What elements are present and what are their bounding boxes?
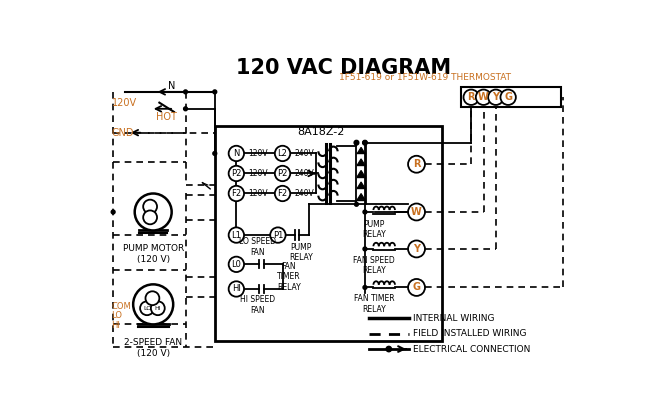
Text: P2: P2 [231, 169, 241, 178]
Text: F2: F2 [277, 189, 287, 198]
Text: W: W [478, 92, 489, 102]
Text: LO SPEED
FAN: LO SPEED FAN [239, 237, 277, 257]
Circle shape [354, 140, 358, 145]
Text: G: G [504, 92, 512, 102]
Text: HI: HI [155, 306, 161, 311]
Text: GND: GND [112, 128, 134, 138]
Text: L1: L1 [231, 230, 241, 240]
Circle shape [135, 194, 172, 230]
Text: PUMP
RELAY: PUMP RELAY [289, 243, 313, 262]
Text: COM: COM [112, 302, 131, 311]
Circle shape [228, 228, 244, 243]
Circle shape [184, 90, 188, 94]
Text: HI: HI [112, 321, 121, 331]
Circle shape [228, 281, 244, 297]
Circle shape [140, 301, 154, 315]
Text: N: N [168, 81, 176, 91]
Text: P2: P2 [277, 169, 287, 178]
Circle shape [354, 141, 358, 145]
Circle shape [408, 279, 425, 296]
Circle shape [151, 301, 165, 315]
Circle shape [363, 141, 367, 145]
Circle shape [143, 200, 157, 214]
Circle shape [488, 90, 504, 105]
Text: LO: LO [143, 306, 151, 311]
Circle shape [270, 228, 285, 243]
Polygon shape [357, 171, 365, 176]
Text: L0: L0 [231, 260, 241, 269]
Circle shape [275, 166, 290, 181]
Text: HOT: HOT [156, 111, 177, 122]
Circle shape [464, 90, 479, 105]
Circle shape [184, 107, 188, 111]
Circle shape [354, 202, 358, 206]
Circle shape [228, 257, 244, 272]
Circle shape [476, 90, 491, 105]
Circle shape [228, 166, 244, 181]
Bar [461, 87, 561, 107]
Circle shape [363, 285, 367, 290]
Bar [215, 126, 442, 341]
Text: N: N [233, 149, 240, 158]
Text: 2-SPEED FAN
(120 V): 2-SPEED FAN (120 V) [124, 338, 182, 358]
Circle shape [500, 90, 516, 105]
Circle shape [111, 210, 115, 214]
Text: HI: HI [232, 285, 241, 293]
Text: PUMP
RELAY: PUMP RELAY [362, 220, 386, 239]
Polygon shape [357, 147, 365, 153]
Text: 240V: 240V [295, 189, 315, 198]
Circle shape [133, 285, 174, 324]
Text: 240V: 240V [295, 149, 315, 158]
Text: 1F51-619 or 1F51W-619 THERMOSTAT: 1F51-619 or 1F51W-619 THERMOSTAT [339, 73, 511, 82]
Text: 120V: 120V [112, 98, 137, 108]
Circle shape [275, 146, 290, 161]
Text: INTERNAL WIRING: INTERNAL WIRING [413, 314, 494, 323]
Circle shape [363, 247, 367, 251]
Circle shape [408, 204, 425, 220]
Circle shape [275, 186, 290, 201]
Text: FAN TIMER
RELAY: FAN TIMER RELAY [354, 295, 395, 314]
Circle shape [408, 156, 425, 173]
Polygon shape [357, 194, 365, 200]
Text: LO: LO [112, 311, 123, 321]
Circle shape [386, 347, 391, 352]
Circle shape [362, 140, 367, 145]
Text: 120V: 120V [249, 189, 268, 198]
Text: FAN SPEED
RELAY: FAN SPEED RELAY [353, 256, 395, 275]
Text: 8A18Z-2: 8A18Z-2 [297, 127, 344, 137]
Text: L2: L2 [277, 149, 287, 158]
Text: P1: P1 [273, 230, 283, 240]
Text: 120 VAC DIAGRAM: 120 VAC DIAGRAM [236, 58, 451, 78]
Circle shape [145, 291, 159, 305]
Text: 120V: 120V [249, 169, 268, 178]
Circle shape [143, 210, 157, 224]
Text: Y: Y [413, 244, 420, 254]
Text: G: G [413, 282, 421, 292]
Text: R: R [468, 92, 475, 102]
Text: Y: Y [492, 92, 499, 102]
Text: 120V: 120V [249, 149, 268, 158]
Text: ELECTRICAL CONNECTION: ELECTRICAL CONNECTION [413, 344, 530, 354]
Text: 240V: 240V [295, 169, 315, 178]
Text: FAN
TIMER
RELAY: FAN TIMER RELAY [277, 262, 301, 292]
Text: W: W [411, 207, 422, 217]
Text: F2: F2 [231, 189, 241, 198]
Text: HI SPEED
FAN: HI SPEED FAN [241, 295, 275, 315]
Circle shape [228, 186, 244, 201]
Circle shape [363, 210, 367, 214]
Circle shape [228, 146, 244, 161]
Text: R: R [413, 159, 420, 169]
Circle shape [408, 241, 425, 257]
Circle shape [213, 152, 216, 155]
Polygon shape [357, 182, 365, 188]
Polygon shape [357, 159, 365, 165]
Text: PUMP MOTOR
(120 V): PUMP MOTOR (120 V) [123, 244, 184, 264]
Text: FIELD INSTALLED WIRING: FIELD INSTALLED WIRING [413, 329, 526, 338]
Circle shape [213, 90, 216, 94]
